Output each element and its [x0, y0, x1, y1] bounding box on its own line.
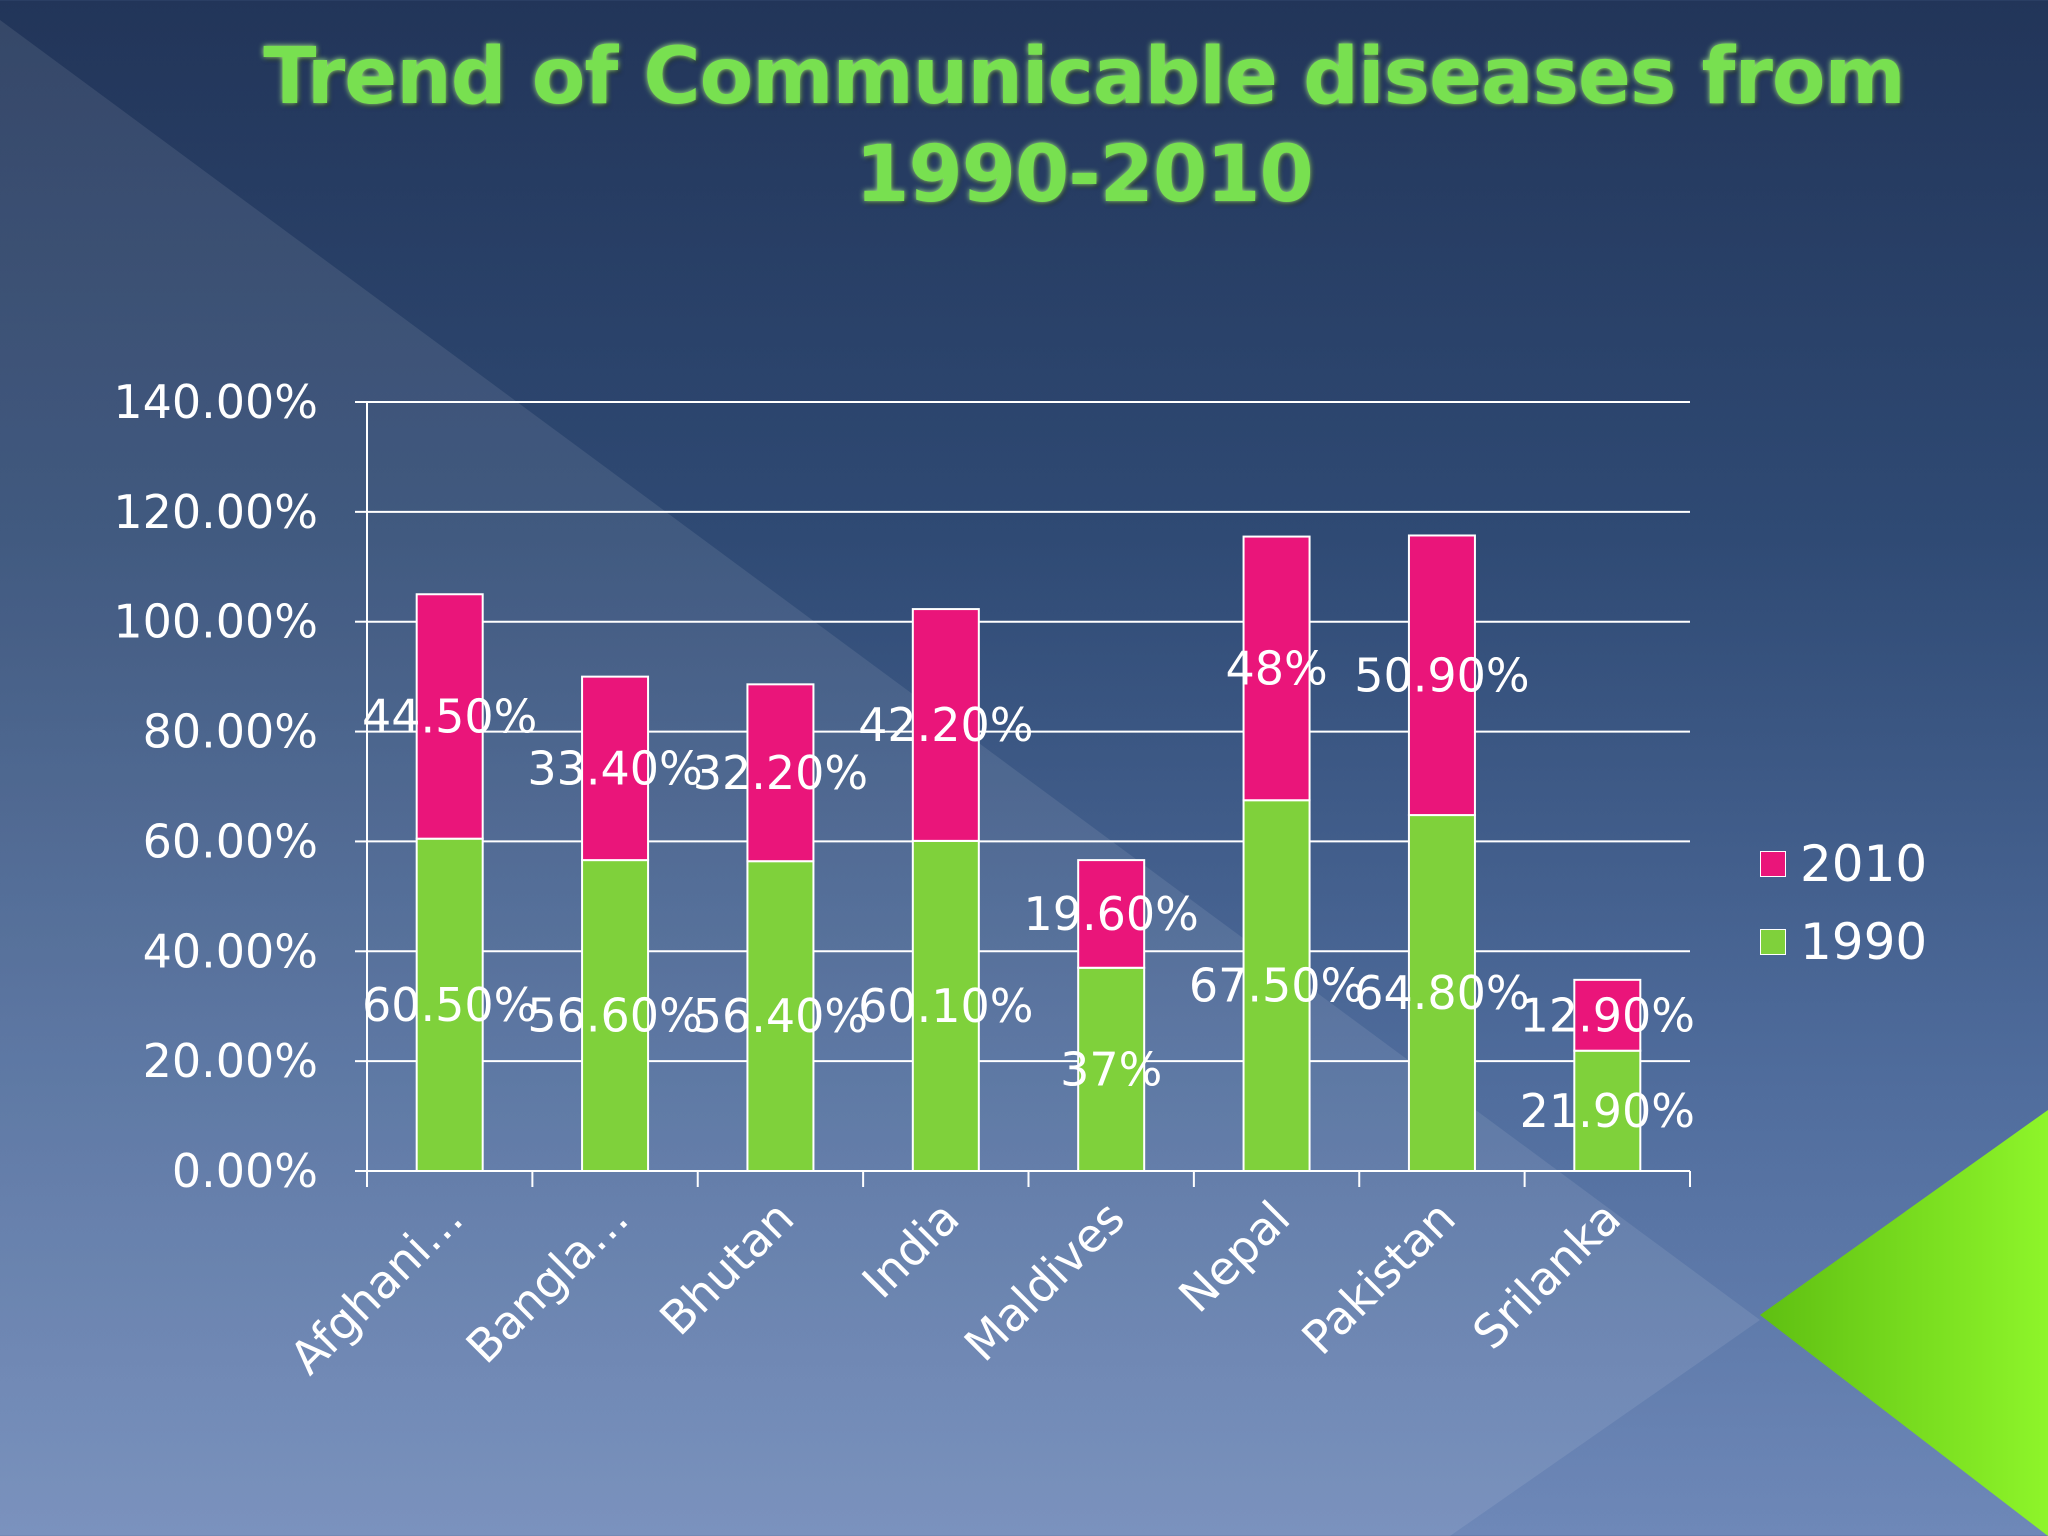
bar-1990 [1573, 1049, 1642, 1172]
bar-2010 [911, 608, 980, 842]
x-category-label: Pakistan [1291, 1191, 1465, 1365]
data-label-1990: 56.40% [693, 989, 868, 1043]
data-label-2010: 32.20% [693, 746, 868, 800]
data-label-2010: 33.40% [527, 741, 702, 795]
legend-item-2010: 2010 [1760, 825, 1927, 903]
data-label-2010: 42.20% [858, 698, 1033, 752]
bar-2010 [1407, 534, 1476, 817]
slide-title-line-1: Trend of Communicable diseases from [263, 32, 1906, 122]
data-label-2010: 50.90% [1354, 648, 1529, 702]
legend-label-2010: 2010 [1800, 835, 1928, 893]
legend-label-1990: 1990 [1800, 913, 1928, 971]
legend-item-1990: 1990 [1760, 903, 1927, 981]
bar-2010 [746, 683, 815, 863]
data-label-1990: 67.50% [1189, 959, 1364, 1013]
data-label-1990: 56.60% [527, 989, 702, 1043]
x-category-label: Bhutan [649, 1191, 804, 1346]
bar-2010 [415, 593, 484, 840]
slide-title: Trend of Communicable diseases from 1990… [0, 28, 2048, 224]
x-category-label: Srilanka [1462, 1191, 1631, 1360]
y-tick-label: 120.00% [113, 485, 318, 539]
data-label-1990: 64.80% [1354, 966, 1529, 1020]
bar-2010 [1242, 535, 1311, 802]
decorative-green-triangle [1760, 1110, 2048, 1536]
slide-title-line-2: 1990-2010 [855, 130, 1314, 220]
bar-2010 [1573, 978, 1642, 1052]
y-tick-label: 80.00% [143, 705, 318, 759]
y-tick-label: 40.00% [143, 924, 318, 978]
bar-1990 [1242, 799, 1311, 1172]
x-category-label: India [852, 1191, 970, 1309]
bar-1990 [415, 837, 484, 1172]
bar-1990 [1407, 814, 1476, 1172]
data-label-2010: 19.60% [1023, 887, 1198, 941]
y-tick-label: 20.00% [143, 1034, 318, 1088]
legend-swatch-1990 [1760, 929, 1786, 955]
x-category-label: Nepal [1168, 1191, 1300, 1323]
bar-2010 [1077, 859, 1146, 969]
x-category-label: Afghani… [279, 1191, 473, 1385]
chart-legend: 2010 1990 [1760, 825, 1927, 981]
legend-swatch-2010 [1760, 851, 1786, 877]
data-label-2010: 48% [1225, 641, 1327, 695]
data-label-1990: 21.90% [1520, 1084, 1695, 1138]
data-label-2010: 12.90% [1520, 988, 1695, 1042]
data-label-2010: 44.50% [362, 689, 537, 743]
x-category-label: Bangla… [456, 1191, 639, 1374]
data-label-1990: 60.10% [858, 979, 1033, 1033]
y-tick-label: 100.00% [113, 595, 318, 649]
y-tick-label: 0.00% [172, 1144, 318, 1198]
data-label-1990: 60.50% [362, 978, 537, 1032]
x-category-label: Maldives [954, 1191, 1135, 1372]
bar-2010 [581, 675, 650, 862]
data-label-1990: 37% [1060, 1042, 1162, 1096]
y-tick-label: 140.00% [113, 375, 318, 429]
bar-1990 [1077, 966, 1146, 1172]
y-tick-label: 60.00% [143, 814, 318, 868]
bar-1990 [746, 860, 815, 1173]
